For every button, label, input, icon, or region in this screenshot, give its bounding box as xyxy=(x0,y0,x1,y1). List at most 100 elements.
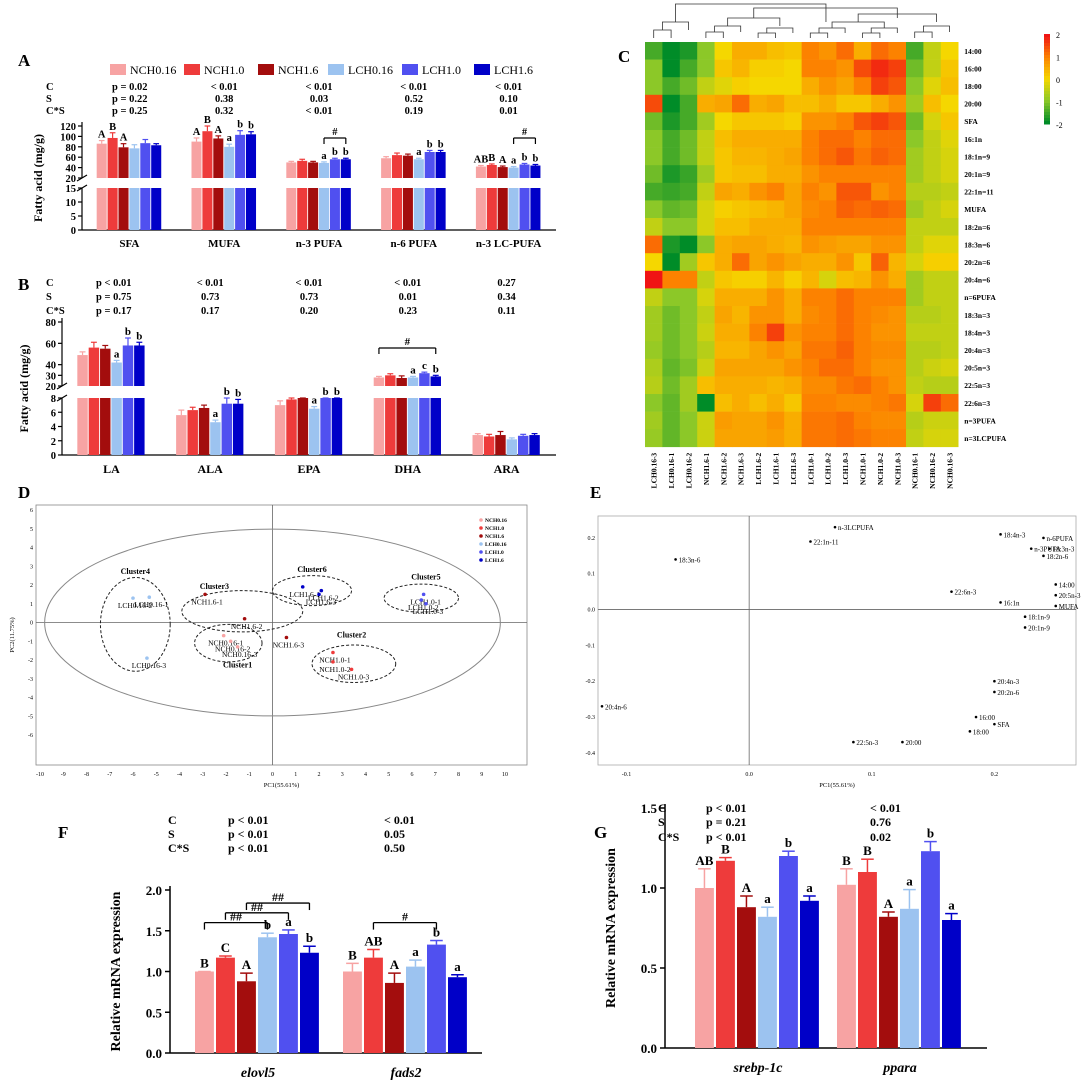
heatmap-cell xyxy=(871,94,889,113)
heatmap-cell xyxy=(819,270,837,289)
heatmap-cell xyxy=(940,253,959,272)
point-label: NCH1.0-2 xyxy=(319,665,351,674)
heatmap-cell xyxy=(645,112,663,131)
bar xyxy=(483,436,495,455)
bar xyxy=(424,152,435,178)
bar xyxy=(900,908,919,1048)
heatmap-cell xyxy=(853,253,872,272)
dendrogram-branch xyxy=(714,25,742,32)
heatmap-cell xyxy=(801,94,820,113)
bar xyxy=(202,131,213,178)
stats-value: 0.19 xyxy=(405,106,423,117)
heatmap-cell xyxy=(732,394,750,412)
heatmap-row-label: 18:00 xyxy=(964,82,982,91)
significance-letter: B xyxy=(842,853,851,868)
heatmap-cell xyxy=(801,270,820,289)
point-label: 18:4n-3 xyxy=(1004,531,1026,539)
heatmap-cell xyxy=(732,235,750,254)
heatmap-cell xyxy=(853,394,872,412)
significance-letter: b xyxy=(433,363,439,375)
point-label: 20:4n-6 xyxy=(605,703,627,711)
score-point xyxy=(317,592,321,597)
bar-lower xyxy=(100,398,111,455)
heatmap-cell xyxy=(766,288,785,307)
heatmap-cell xyxy=(871,77,889,96)
bar xyxy=(191,141,202,178)
colorbar-step xyxy=(1044,37,1050,41)
heatmap-cell xyxy=(888,270,907,289)
bar-lower xyxy=(497,188,508,230)
heatmap-cell xyxy=(645,394,663,412)
heatmap-cell xyxy=(784,218,802,236)
significance-letter: a xyxy=(285,914,292,929)
heatmap-cell xyxy=(836,376,855,395)
point-label: LCH1.6-1 xyxy=(289,590,320,599)
heatmap-cell xyxy=(819,235,837,254)
bar xyxy=(385,982,404,1053)
bar-lower xyxy=(129,188,140,230)
bar xyxy=(519,164,530,178)
heatmap-cell xyxy=(714,165,733,184)
bar xyxy=(475,166,486,178)
x-tick-label: 9 xyxy=(480,772,483,778)
bar xyxy=(331,398,343,455)
y-tick-label: 20 xyxy=(66,174,77,185)
stats-label-cxs: C*S xyxy=(46,306,65,317)
heatmap-row-label: 20:4n=6 xyxy=(964,276,990,285)
bar-lower xyxy=(407,398,419,455)
heatmap-cell xyxy=(749,77,768,96)
point-label: SFA xyxy=(997,721,1009,729)
significance-letter: C xyxy=(221,940,230,955)
heatmap-cell xyxy=(888,306,907,324)
heatmap-cell xyxy=(645,59,663,78)
heatmap-col-label: NCH1.6-2 xyxy=(719,453,728,486)
heatmap-cell xyxy=(836,42,855,60)
legend-swatch-lch1.0 xyxy=(402,64,418,75)
y-tick-label: 0.5 xyxy=(641,961,658,976)
heatmap-cell xyxy=(679,147,698,166)
significance-letter: a xyxy=(416,147,422,158)
heatmap-cell xyxy=(749,112,768,131)
heatmap-cell xyxy=(766,341,785,360)
heatmap-col-label: LCH1.6-1 xyxy=(772,453,781,485)
significance-letter: A xyxy=(215,125,223,136)
bar xyxy=(221,403,233,455)
x-tick-label: DHA xyxy=(394,462,421,476)
heatmap-cell xyxy=(766,182,785,201)
dendrogram-branch xyxy=(923,25,950,32)
heatmap-cell xyxy=(732,218,750,236)
y-tick-label: 4 xyxy=(30,546,33,552)
heatmap-cell xyxy=(784,253,802,272)
heatmap-cell xyxy=(714,59,733,78)
heatmap-cell xyxy=(906,253,924,272)
y-axis-title: Relative mRNA expression xyxy=(604,848,619,1008)
loading-point xyxy=(968,730,972,733)
heatmap-cell xyxy=(906,288,924,307)
legend-label-nch1.0: NCH1.0 xyxy=(204,63,244,77)
heatmap-cell xyxy=(697,411,715,430)
stats-label-cxs: C*S xyxy=(46,106,65,117)
heatmap-cell xyxy=(766,429,785,448)
point-label: 20:1n-9 xyxy=(1028,624,1050,632)
colorbar-step xyxy=(1044,82,1050,86)
loading-point xyxy=(974,715,978,719)
legend-marker xyxy=(479,558,483,562)
point-label: LCH1.6-2 xyxy=(308,594,339,603)
heatmap-cell xyxy=(697,112,715,131)
significance-letter: b xyxy=(237,120,243,131)
heatmap-cell xyxy=(662,182,681,201)
bar xyxy=(737,907,756,1048)
heatmap-cell xyxy=(923,411,942,430)
significance-letter: b xyxy=(785,835,792,850)
bar-lower xyxy=(319,188,330,230)
dendrogram-branch xyxy=(662,21,689,30)
heatmap-cell xyxy=(679,112,698,131)
heatmap-cell xyxy=(853,165,872,184)
stats-label-s: S xyxy=(46,292,52,303)
bar xyxy=(495,435,506,455)
bar-lower xyxy=(519,188,530,230)
heatmap-cell xyxy=(906,165,924,184)
legend-label: LCH1.0 xyxy=(485,550,504,556)
